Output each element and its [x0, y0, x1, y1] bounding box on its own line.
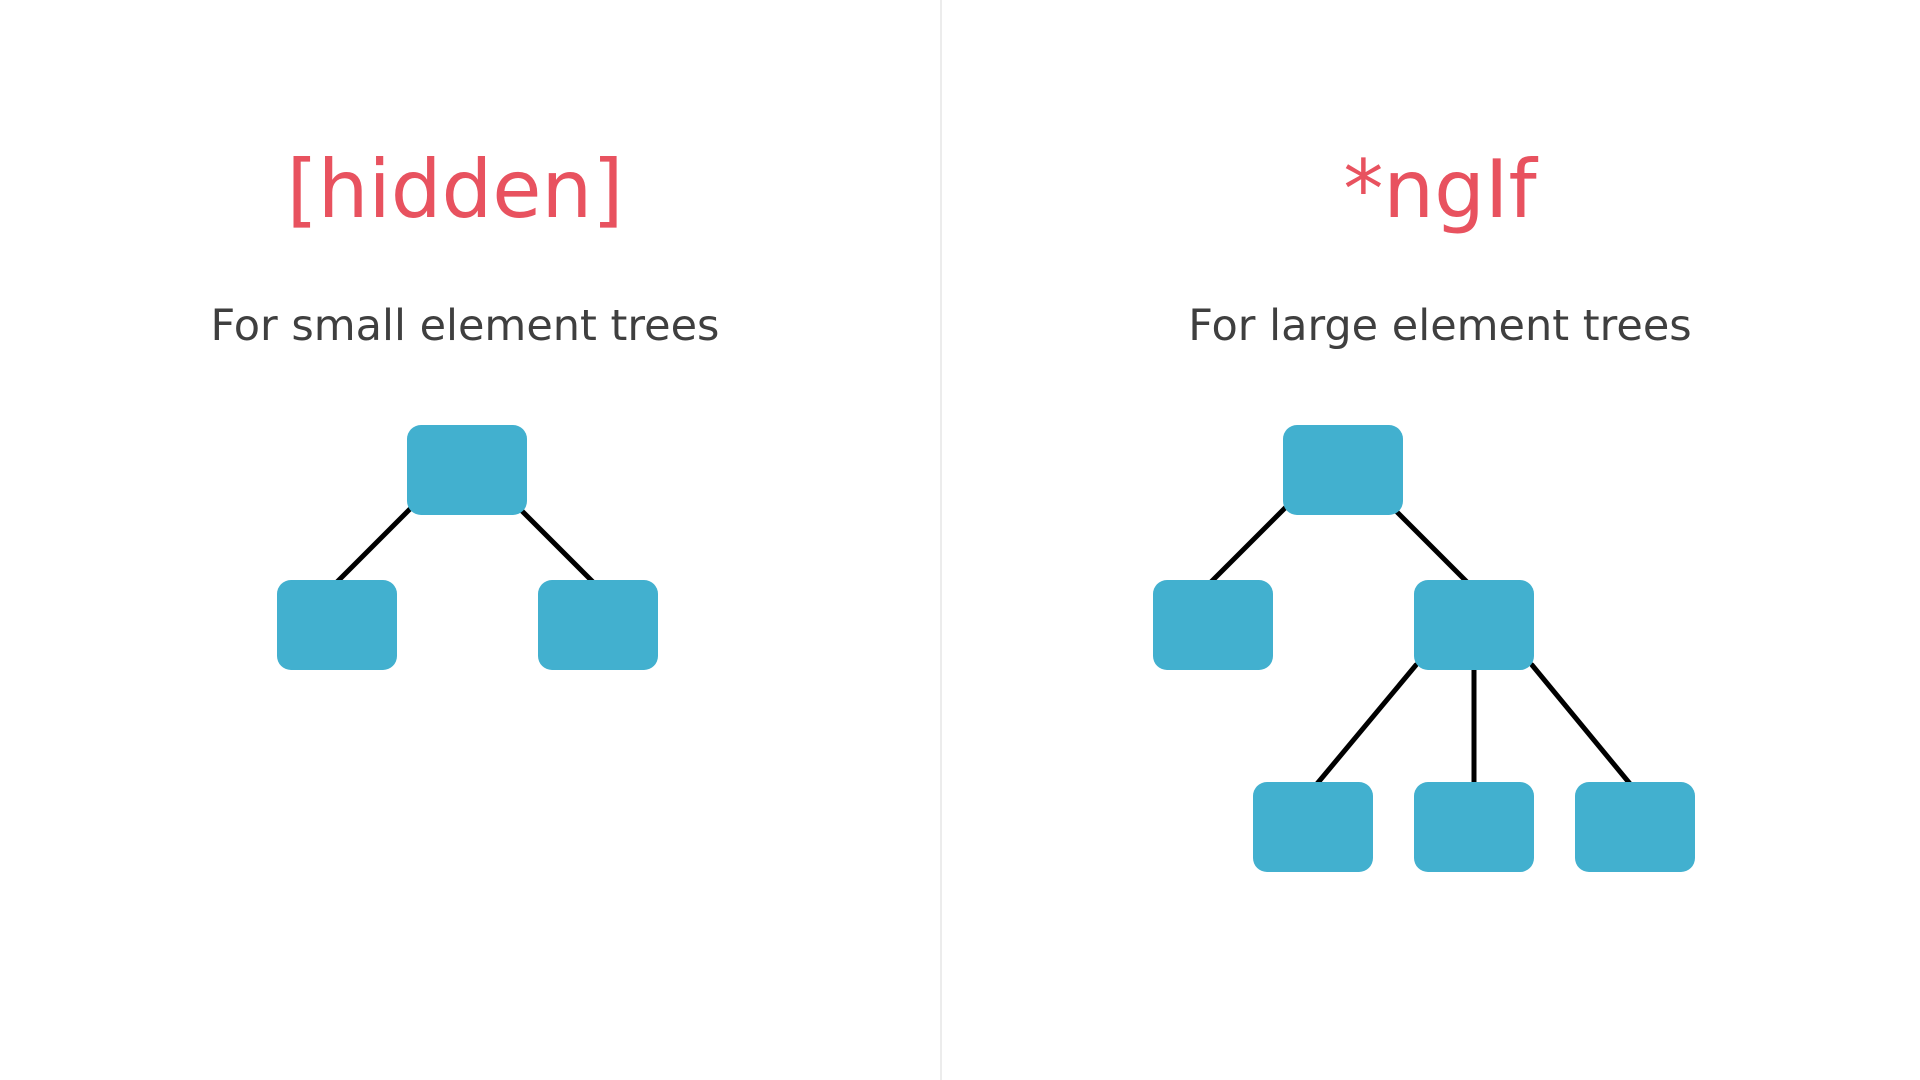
tree-node-left	[277, 580, 397, 670]
hidden-title: [hidden]	[286, 143, 624, 236]
ngif-title: *ngIf	[1343, 143, 1537, 236]
edge-root-left	[1205, 504, 1289, 588]
panel-hidden: [hidden] For small element trees	[0, 0, 940, 1080]
panel-ngif: *ngIf For large element trees	[942, 0, 1920, 1080]
edge-middle-child1	[1313, 662, 1419, 788]
tree-node-child-2	[1414, 782, 1534, 872]
tree-node-root	[407, 425, 527, 515]
tree-node-child-3	[1575, 782, 1695, 872]
tree-node-right	[538, 580, 658, 670]
small-tree-diagram	[277, 425, 658, 670]
edge-root-middle	[1389, 504, 1474, 589]
vertical-divider	[940, 0, 942, 1080]
edge-root-left	[333, 504, 415, 586]
ngif-subtitle: For large element trees	[1188, 301, 1692, 351]
tree-node-left	[1153, 580, 1273, 670]
tree-node-root	[1283, 425, 1403, 515]
edge-middle-child3	[1529, 662, 1634, 788]
tree-node-child-1	[1253, 782, 1373, 872]
hidden-subtitle: For small element trees	[210, 301, 720, 351]
tree-node-middle	[1414, 580, 1534, 670]
large-tree-diagram	[1153, 425, 1695, 872]
edge-root-right	[515, 504, 597, 586]
